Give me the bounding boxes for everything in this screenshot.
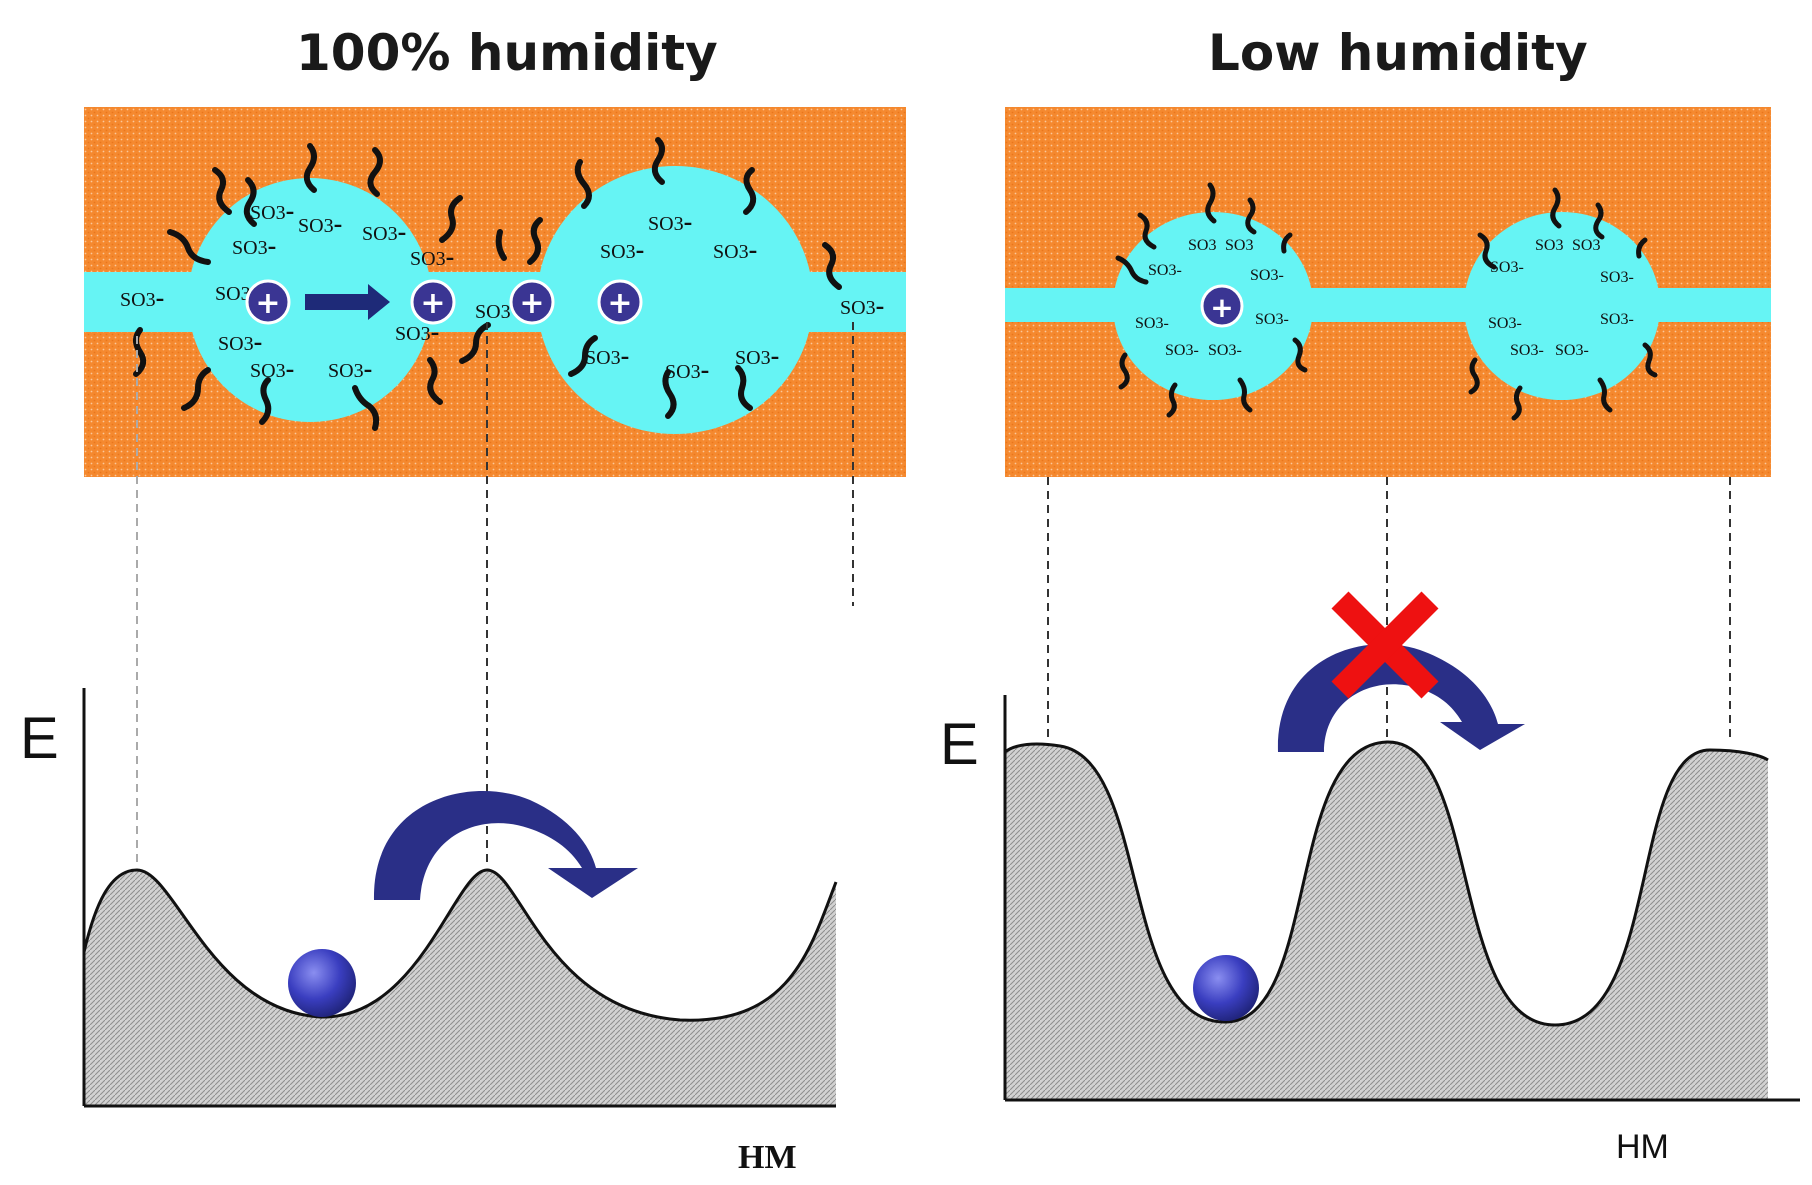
guide-lines-low: [1047, 477, 1731, 742]
energy-axis-label: E: [20, 706, 59, 771]
svg-text:SO3-: SO3-: [1255, 311, 1289, 328]
svg-text:SO3-: SO3-: [1555, 342, 1589, 359]
svg-text:+: +: [519, 286, 544, 321]
hm-axis-label: HM: [1616, 1128, 1669, 1166]
svg-text:SO3-: SO3-: [600, 235, 644, 264]
energy-landscape-high: E HM: [20, 688, 838, 1176]
svg-text:SO3-: SO3-: [1600, 311, 1634, 328]
svg-text:SO3-: SO3-: [1208, 342, 1242, 359]
svg-text:SO3-: SO3-: [840, 291, 884, 320]
svg-text:SO3-: SO3-: [362, 217, 406, 246]
svg-text:SO3: SO3: [1188, 237, 1216, 254]
svg-text:SO3-: SO3-: [585, 341, 629, 370]
svg-text:SO3-: SO3-: [328, 354, 372, 383]
svg-text:SO3-: SO3-: [232, 231, 276, 260]
svg-text:SO3-: SO3-: [1148, 262, 1182, 279]
protons-high: + + + +: [245, 279, 643, 325]
svg-text:SO3-: SO3-: [410, 242, 454, 271]
panel-title-high-humidity: 100% humidity: [296, 24, 718, 82]
membrane-high-humidity: SO3- SO3- SO3- SO3- SO3- SO3- SO3 SO3- S…: [84, 107, 906, 477]
svg-text:SO3-: SO3-: [250, 354, 294, 383]
proton-transfer-arrow: [305, 284, 390, 320]
svg-text:SO3-: SO3-: [1488, 315, 1522, 332]
guide-lines-high: [136, 322, 854, 868]
blocked-x-icon: [1331, 591, 1439, 699]
proton: +: [410, 279, 456, 325]
sulfonate-labels-low: SO3 SO3 SO3- SO3- SO3- SO3- SO3- SO3- SO…: [1135, 237, 1634, 359]
svg-text:SO3: SO3: [1572, 237, 1600, 254]
svg-text:SO3-: SO3-: [1490, 259, 1524, 276]
proton-ball: [1193, 955, 1259, 1021]
svg-text:SO3: SO3: [1225, 237, 1253, 254]
svg-text:SO3-: SO3-: [1250, 267, 1284, 284]
hm-axis-label: HM: [738, 1139, 797, 1176]
svg-text:SO3: SO3: [215, 283, 251, 305]
proton: +: [245, 279, 291, 325]
svg-text:SO3-: SO3-: [665, 355, 709, 384]
svg-text:SO3-: SO3-: [298, 209, 342, 238]
sulfonate-labels-high: SO3- SO3- SO3- SO3- SO3- SO3- SO3 SO3- S…: [120, 196, 884, 384]
svg-text:SO3-: SO3-: [120, 283, 164, 312]
sidechains: [133, 137, 842, 431]
svg-text:SO3-: SO3-: [713, 235, 757, 264]
svg-text:SO3-: SO3-: [1165, 342, 1199, 359]
svg-text:+: +: [1210, 291, 1233, 324]
energy-axis-label: E: [940, 712, 979, 777]
svg-text:SO3-: SO3-: [735, 341, 779, 370]
panel-title-low-humidity: Low humidity: [1208, 24, 1588, 82]
hop-arrow: [373, 790, 638, 900]
svg-text:SO3-: SO3-: [1600, 269, 1634, 286]
energy-landscape-low: E HM: [940, 591, 1800, 1166]
svg-text:SO3-: SO3-: [1510, 342, 1544, 359]
svg-text:SO3: SO3: [1535, 237, 1563, 254]
svg-text:+: +: [420, 286, 445, 321]
svg-text:SO3-: SO3-: [218, 327, 262, 356]
water-cluster: [1464, 212, 1660, 400]
hop-arrow: [1277, 644, 1525, 752]
svg-text:SO3-: SO3-: [250, 196, 294, 225]
svg-text:+: +: [607, 286, 632, 321]
proton: +: [597, 279, 643, 325]
svg-text:SO3: SO3: [475, 301, 511, 323]
svg-text:SO3-: SO3-: [1135, 315, 1169, 332]
proton: +: [509, 279, 555, 325]
sidechains: [1115, 182, 1658, 421]
proton-ball: [288, 949, 356, 1017]
svg-text:SO3-: SO3-: [395, 317, 439, 346]
proton: +: [1200, 284, 1244, 328]
membrane-low-humidity: SO3 SO3 SO3- SO3- SO3- SO3- SO3- SO3- SO…: [1005, 107, 1771, 477]
water-cluster: [537, 166, 813, 434]
svg-text:SO3-: SO3-: [648, 207, 692, 236]
svg-text:+: +: [255, 286, 280, 321]
